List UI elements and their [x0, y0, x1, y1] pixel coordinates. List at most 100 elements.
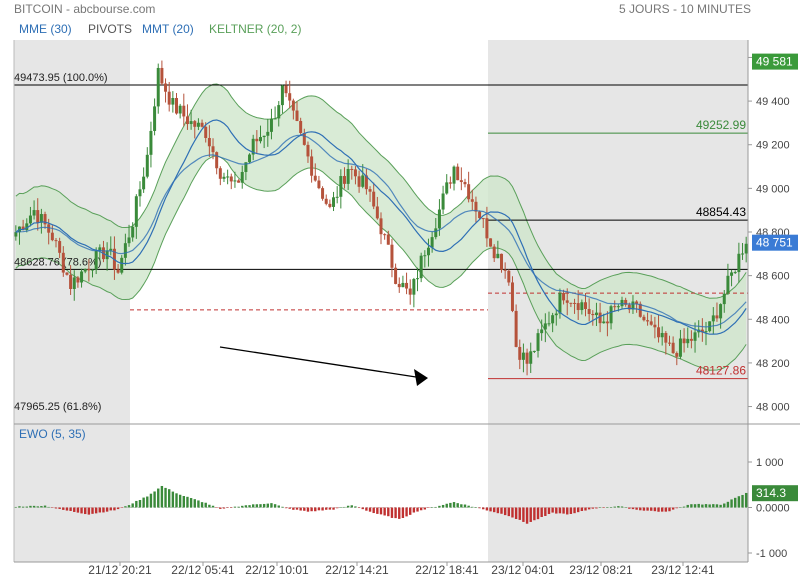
oscillator-bar: [292, 507, 295, 510]
oscillator-bar: [310, 507, 313, 512]
candle-body: [485, 218, 489, 239]
candle-body: [624, 299, 628, 305]
candle-body: [401, 282, 405, 288]
oscillator-bar: [741, 494, 744, 508]
candle-body: [437, 209, 441, 229]
oscillator-bar: [427, 507, 430, 509]
candle-body: [532, 350, 536, 352]
oscillator-bar: [664, 507, 668, 512]
candle-body: [726, 275, 730, 294]
oscillator-bar: [105, 507, 109, 512]
oscillator-bar: [153, 491, 156, 508]
candle-body: [76, 277, 80, 283]
candle-body: [266, 131, 270, 136]
y-tick-label: 48 400: [756, 314, 790, 326]
oscillator-bar: [503, 507, 507, 516]
y-tick-label: 48 000: [756, 402, 790, 414]
oscillator-bar: [350, 505, 353, 508]
oscillator-bar: [686, 504, 689, 508]
candle-body: [737, 253, 741, 273]
candle-body: [91, 269, 95, 271]
candle-body: [492, 246, 496, 259]
oscillator-bar: [65, 507, 69, 511]
candle-body: [372, 191, 376, 207]
candle-body: [689, 338, 693, 341]
candle-body: [83, 268, 87, 272]
candle-body: [134, 196, 138, 227]
candle-body: [167, 91, 171, 105]
pivot-level-label: 48628.76 (78.6%): [14, 256, 101, 268]
candle-body: [182, 105, 186, 117]
candle-body: [408, 288, 412, 295]
candle-body: [573, 302, 577, 304]
candle-body: [730, 272, 734, 276]
candle-body: [368, 189, 372, 192]
candle-body: [164, 83, 168, 92]
candle-body: [142, 176, 146, 190]
candle-body: [587, 308, 591, 314]
oscillator-bar: [259, 504, 262, 508]
oscillator-bar: [368, 507, 372, 512]
candle-body: [145, 154, 149, 177]
oscillator-bar: [518, 507, 521, 520]
indicator-keltner[interactable]: KELTNER (20, 2): [209, 22, 302, 36]
candle-body: [646, 320, 650, 322]
candle-body: [123, 243, 127, 258]
oscillator-bar: [394, 507, 397, 519]
candle-body: [94, 250, 98, 270]
oscillator-bar: [76, 507, 80, 513]
candle-body: [149, 130, 153, 155]
candle-body: [50, 232, 54, 241]
oscillator-bar: [306, 507, 310, 512]
oscillator-bar: [383, 507, 386, 516]
oscillator-bar: [529, 507, 532, 522]
oscillator-bar: [412, 507, 416, 513]
oscillator-y-tick-label: 0.0000: [756, 503, 790, 515]
oscillator-bar: [697, 503, 700, 508]
candle-body: [80, 271, 84, 283]
oscillator-bar: [514, 507, 518, 519]
candle-body: [642, 316, 646, 321]
oscillator-bar: [405, 507, 408, 517]
oscillator-bar: [485, 507, 489, 511]
oscillator-bar: [138, 499, 142, 508]
candle-body: [277, 105, 281, 119]
candle-body: [185, 116, 189, 125]
candle-body: [459, 180, 463, 183]
candle-body: [193, 121, 197, 127]
candle-body: [233, 180, 237, 182]
pivot-level-label: 48854.43: [696, 205, 746, 219]
candle-body: [160, 67, 164, 84]
indicator-sma20[interactable]: MMT (20): [142, 22, 194, 36]
candle-body: [153, 106, 157, 131]
oscillator-bar: [109, 507, 112, 511]
oscillator-bar: [284, 507, 288, 509]
candle-body: [204, 126, 208, 138]
oscillator-bar: [671, 507, 675, 510]
oscillator-bar: [204, 502, 207, 508]
candle-body: [667, 342, 671, 344]
indicator-ema30[interactable]: MME (30): [19, 22, 72, 36]
candle-body: [105, 250, 109, 260]
oscillator-bar: [376, 507, 379, 514]
oscillator-bar: [120, 507, 123, 508]
oscillator-bar: [452, 502, 456, 508]
candle-body: [423, 255, 427, 257]
oscillator-bar: [496, 507, 500, 514]
candle-body: [426, 247, 430, 256]
oscillator-bar: [419, 507, 423, 511]
oscillator-bar: [262, 503, 266, 508]
candle-body: [678, 338, 682, 357]
oscillator-value-label: 314.3: [756, 486, 786, 500]
chart-title: BITCOIN - abcbourse.com: [14, 2, 156, 16]
oscillator-bar: [478, 507, 481, 509]
oscillator-bar: [295, 507, 299, 510]
oscillator-bar: [390, 507, 394, 518]
indicator-pivots[interactable]: PIVOTS: [88, 22, 133, 36]
y-tick-label: 49 200: [756, 140, 790, 152]
candle-body: [299, 120, 303, 133]
candle-body: [649, 321, 653, 325]
candle-body: [682, 338, 686, 344]
oscillator-bar: [584, 507, 587, 511]
oscillator-bar: [182, 496, 186, 508]
